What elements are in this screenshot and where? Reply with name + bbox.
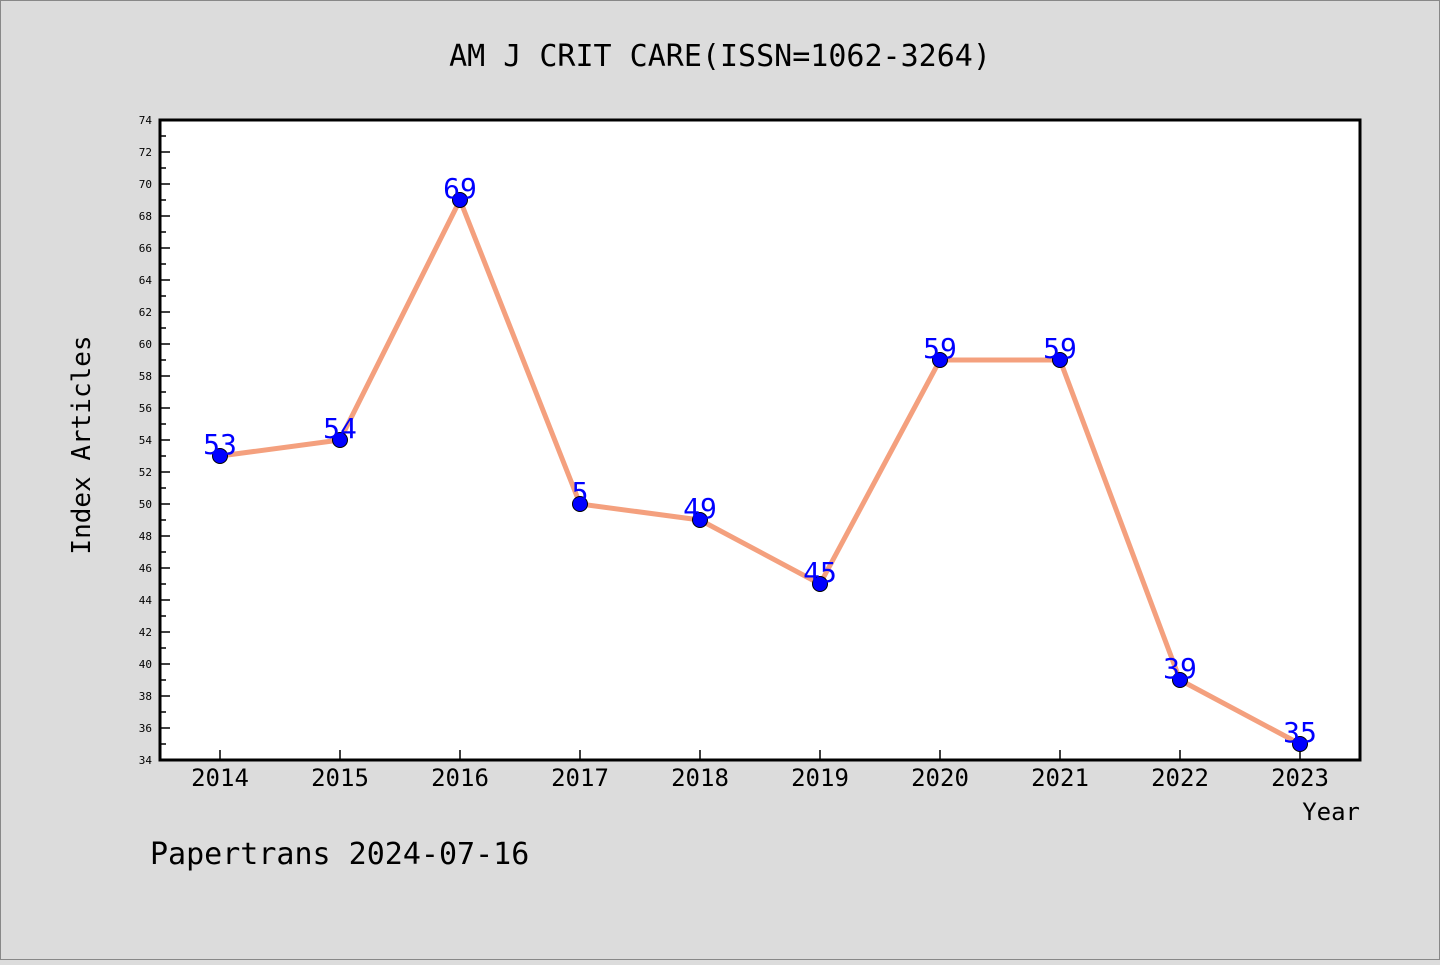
data-label: 53 bbox=[203, 428, 237, 461]
y-tick-label: 64 bbox=[139, 274, 153, 287]
chart-title: AM J CRIT CARE(ISSN=1062-3264) bbox=[449, 39, 991, 74]
x-tick-label: 2017 bbox=[551, 764, 609, 792]
y-tick-label: 52 bbox=[139, 466, 152, 479]
y-axis-label: Index Articles bbox=[67, 335, 97, 554]
y-tick-label: 56 bbox=[139, 402, 152, 415]
data-label: 5 bbox=[572, 476, 589, 509]
x-tick-label: 2022 bbox=[1151, 764, 1209, 792]
y-axis: 34 36 38 40 42 44 46 48 50 52 54 56 58 60 62 64 66 68 70 72… bbox=[139, 114, 170, 767]
data-label: 59 bbox=[1043, 332, 1077, 365]
data-point bbox=[212, 448, 228, 464]
x-tick-label: 2023 bbox=[1271, 764, 1329, 792]
y-tick-label: 44 bbox=[139, 594, 153, 607]
data-label: 54 bbox=[323, 412, 357, 445]
y-tick-label: 34 bbox=[139, 754, 153, 767]
series-line bbox=[217, 197, 1303, 747]
x-tick-label: 2016 bbox=[431, 764, 489, 792]
y-tick-label: 70 bbox=[139, 178, 152, 191]
data-label: 49 bbox=[683, 492, 717, 525]
y-tick-label: 74 bbox=[139, 114, 153, 127]
y-tick-label: 60 bbox=[139, 338, 152, 351]
data-point bbox=[332, 432, 348, 448]
y-tick-label: 48 bbox=[139, 530, 152, 543]
x-tick-label: 2019 bbox=[791, 764, 849, 792]
data-point bbox=[812, 576, 828, 592]
x-tick-label: 2014 bbox=[191, 764, 249, 792]
y-tick-label: 50 bbox=[139, 498, 152, 511]
y-tick-label: 38 bbox=[139, 690, 152, 703]
data-point bbox=[1292, 736, 1308, 752]
x-tick-label: 2015 bbox=[311, 764, 369, 792]
data-label: 39 bbox=[1163, 652, 1197, 685]
data-label: 59 bbox=[923, 332, 957, 365]
x-tick-label: 2020 bbox=[911, 764, 969, 792]
data-point bbox=[452, 192, 468, 208]
data-point bbox=[1052, 352, 1068, 368]
y-tick-label: 58 bbox=[139, 370, 152, 383]
x-tick-label: 2018 bbox=[671, 764, 729, 792]
data-label: 45 bbox=[803, 556, 837, 589]
y-tick-label: 42 bbox=[139, 626, 152, 639]
y-tick-label: 68 bbox=[139, 210, 152, 223]
x-axis: 2014 2015 2016 2017 2018 2019 2020 2021 2022 2023 bbox=[191, 750, 1329, 792]
watermark-text: Papertrans 2024-07-16 bbox=[150, 837, 529, 872]
data-point bbox=[692, 512, 708, 528]
series-layer: 53 54 69 5 49 45 59 59 39 35 bbox=[203, 172, 1317, 752]
data-point bbox=[572, 496, 588, 512]
y-tick-label: 62 bbox=[139, 306, 152, 319]
y-tick-label: 40 bbox=[139, 658, 152, 671]
data-point bbox=[932, 352, 948, 368]
plot-area bbox=[158, 118, 1362, 762]
data-label: 35 bbox=[1283, 716, 1317, 749]
data-point bbox=[1172, 672, 1188, 688]
data-label: 69 bbox=[443, 172, 477, 205]
y-tick-label: 46 bbox=[139, 562, 152, 575]
y-tick-label: 72 bbox=[139, 146, 152, 159]
x-tick-label: 2021 bbox=[1031, 764, 1089, 792]
y-tick-label: 66 bbox=[139, 242, 152, 255]
x-axis-label: Year bbox=[1302, 798, 1360, 826]
y-tick-label: 36 bbox=[139, 722, 152, 735]
y-tick-label: 54 bbox=[139, 434, 153, 447]
